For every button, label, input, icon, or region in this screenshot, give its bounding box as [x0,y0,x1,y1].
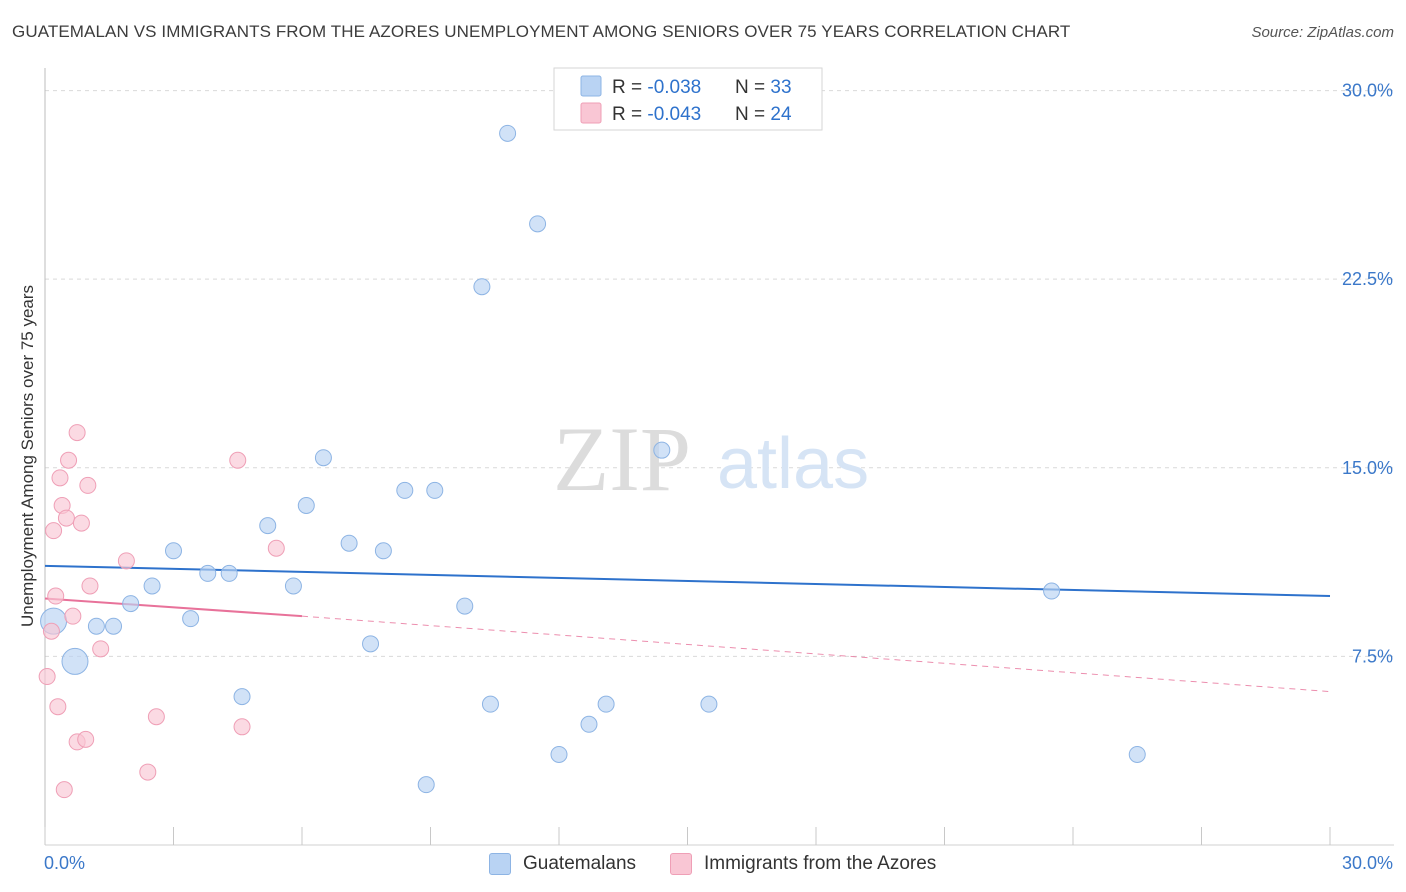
point-pink-1 [42,622,60,640]
x-tick-label-max: 30.0% [1342,853,1393,873]
legend-label-guatemalans: Guatemalans [523,853,637,874]
point-blue-2 [87,617,105,635]
point-blue-25 [529,215,547,233]
point-pink-0 [38,668,56,686]
point-blue-8 [199,564,217,582]
point-blue-11 [259,517,277,535]
point-blue-9 [220,564,238,582]
point-pink-19 [139,763,157,781]
point-pink-12 [68,424,86,442]
svg-text:R = -0.038: R = -0.038 [612,77,701,98]
point-blue-21 [456,597,474,615]
trend-lines [44,564,1331,693]
point-pink-23 [267,539,285,557]
trend-line-pink [44,597,303,618]
trend-line-extension-pink [301,615,1331,693]
legend-n-label-1: N = [735,77,770,98]
point-blue-26 [550,745,568,763]
point-pink-2 [45,522,63,540]
legend-label-azores: Immigrants from the Azores [704,853,937,874]
point-pink-21 [229,451,247,469]
point-blue-20 [426,481,444,499]
point-blue-22 [473,278,491,296]
point-blue-10 [233,688,251,706]
point-blue-24 [499,124,517,142]
point-blue-31 [1043,582,1061,600]
trend-line-blue [44,564,1331,598]
source-credit: Source: ZipAtlas.com [1251,24,1394,41]
point-pink-4 [49,698,67,716]
point-blue-14 [314,449,332,467]
legend-swatch-azores [580,102,602,124]
legend-n-value-2: 24 [770,104,792,125]
legend-swatch-azores-bottom [670,853,692,875]
point-blue-27 [580,715,598,733]
point-pink-14 [77,730,95,748]
point-blue-6 [165,542,182,560]
point-blue-4 [122,595,140,613]
point-pink-22 [233,718,251,736]
point-pink-17 [92,640,110,658]
watermark-atlas: atlas [717,424,869,504]
point-pink-18 [117,552,135,570]
point-blue-1 [61,647,89,675]
legend-r-value-2: -0.043 [647,104,701,125]
point-blue-12 [284,577,302,595]
point-blue-15 [340,534,358,552]
x-tick-label-min: 0.0% [44,853,85,873]
legend-item-azores: Immigrants from the Azores [670,853,936,875]
point-blue-17 [374,542,392,560]
point-pink-8 [57,509,75,527]
y-axis-label: Unemployment Among Seniors over 75 years [18,285,37,627]
point-blue-16 [362,635,380,653]
point-blue-28 [597,695,615,713]
point-blue-3 [105,617,123,635]
legend-n-value-1: 33 [770,77,791,98]
point-pink-15 [79,476,97,494]
correlation-legend: R = -0.038 N = 33 R = -0.043 N = 24 [553,67,823,131]
chart-title: GUATEMALAN VS IMMIGRANTS FROM THE AZORES… [12,22,1071,41]
zipatlas-watermark: ZIP atlas [553,408,869,510]
point-blue-23 [481,695,499,713]
point-pink-9 [60,451,78,469]
svg-text:R = -0.043: R = -0.043 [612,104,701,125]
point-pink-5 [51,469,69,487]
series-legend: Guatemalans Immigrants from the Azores [0,850,1406,880]
point-blue-30 [700,695,718,713]
legend-r-label-1: R = [612,77,647,98]
point-blue-19 [417,776,435,794]
point-blue-13 [297,497,315,515]
point-pink-16 [81,577,99,595]
axes [44,68,1394,846]
legend-r-label-2: R = [612,104,647,125]
legend-swatch-guatemalans [580,75,602,97]
point-blue-18 [396,481,414,499]
point-blue-32 [1128,745,1146,763]
legend-swatch-guatemalans-bottom [489,853,511,875]
y-tick-labels: 7.5% 15.0% 22.5% 30.0% [1342,81,1393,667]
point-pink-20 [147,708,165,726]
point-pink-7 [55,781,73,799]
point-pink-3 [47,587,65,605]
legend-n-label-2: N = [735,104,770,125]
legend-item-guatemalans: Guatemalans [489,853,636,875]
point-pink-10 [64,607,82,625]
y-tick-label: 7.5% [1352,646,1393,666]
watermark-zip: ZIP [553,408,691,510]
point-blue-7 [182,610,200,628]
data-points [38,124,1146,799]
x-ticks [44,827,1331,845]
y-tick-label: 22.5% [1342,269,1393,289]
svg-text:N = 33: N = 33 [735,77,792,98]
legend-r-value-1: -0.038 [647,77,701,98]
point-blue-29 [653,441,671,459]
point-blue-5 [143,577,161,595]
y-tick-label: 15.0% [1342,458,1393,478]
svg-text:N = 24: N = 24 [735,104,792,125]
point-pink-13 [72,514,90,532]
y-tick-label: 30.0% [1342,81,1393,101]
